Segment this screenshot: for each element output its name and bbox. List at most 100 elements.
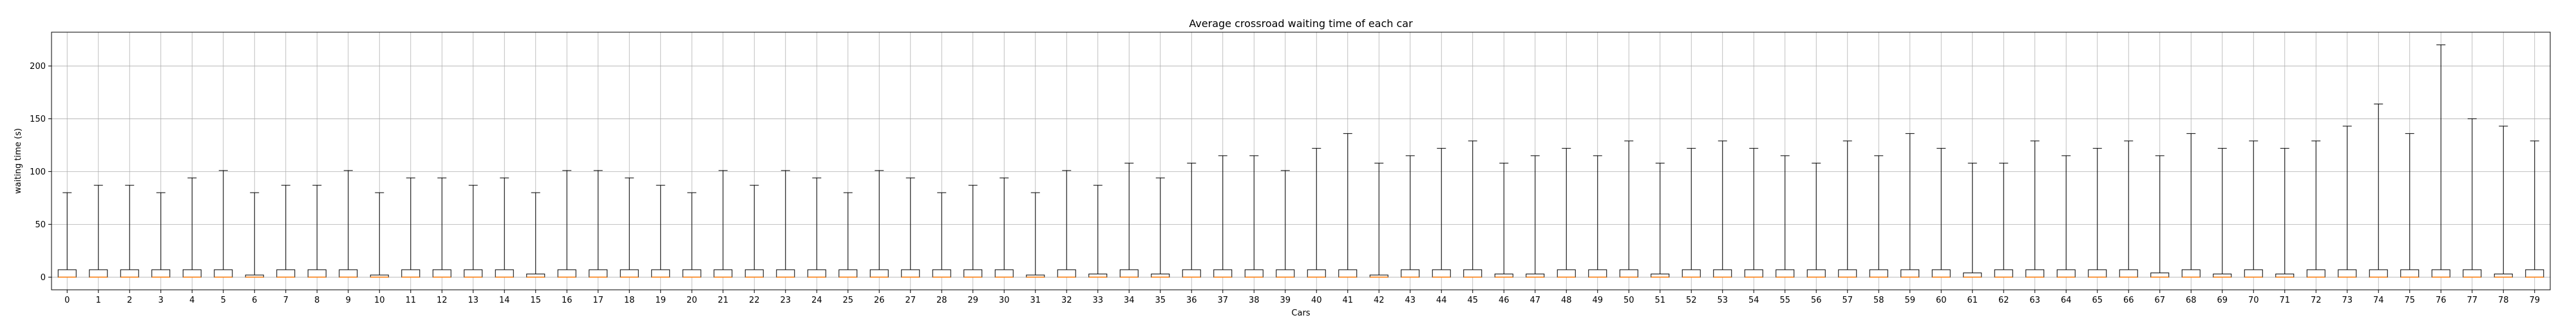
box [1744, 269, 1763, 278]
box-item [838, 192, 858, 278]
x-tick-label: 16 [562, 296, 573, 305]
box [1182, 269, 1201, 278]
box [1838, 269, 1857, 278]
box [2431, 269, 2450, 278]
x-tick-label: 21 [717, 296, 728, 305]
box [214, 269, 233, 278]
box [1806, 269, 1826, 278]
box-item [526, 192, 545, 278]
x-tick-label: 24 [811, 296, 822, 305]
box-item [1869, 155, 1888, 278]
box [1776, 269, 1795, 278]
box-item [245, 192, 264, 278]
box-item [2088, 147, 2107, 278]
box-item [1276, 170, 1295, 278]
y-tick-label: 150 [30, 115, 46, 124]
box [2306, 269, 2325, 278]
x-tick-label: 66 [2123, 296, 2134, 305]
box [1963, 272, 1982, 278]
box [1119, 269, 1139, 278]
x-tick-label: 64 [2061, 296, 2072, 305]
box [1557, 269, 1576, 278]
box-item [1651, 162, 1670, 278]
y-tick-label: 200 [30, 62, 46, 71]
box-item [182, 177, 202, 278]
chart-title: Average crossroad waiting time of each c… [1189, 17, 1413, 30]
box-item [89, 185, 108, 278]
y-tick-label: 50 [35, 220, 46, 230]
box-item [2494, 126, 2513, 278]
box [651, 269, 670, 278]
x-tick-label: 74 [2373, 296, 2384, 305]
plot-frame [51, 32, 2551, 290]
x-tick-label: 39 [1280, 296, 1291, 305]
x-tick-label: 31 [1030, 296, 1041, 305]
box-item [2400, 133, 2420, 278]
box-item [2119, 140, 2138, 278]
x-tick-label: 9 [346, 296, 351, 305]
x-tick-label: 47 [1530, 296, 1540, 305]
x-tick-label: 13 [468, 296, 478, 305]
box-item [994, 177, 1014, 278]
box-item [151, 192, 171, 278]
box [2150, 272, 2170, 278]
box [557, 269, 576, 278]
box [1619, 269, 1638, 278]
x-tick-label: 53 [1717, 296, 1728, 305]
box [307, 269, 327, 278]
box-item [2525, 140, 2544, 278]
y-axis: 0 50 100 150 200 [30, 62, 52, 283]
x-tick-label: 17 [592, 296, 603, 305]
box-item [682, 192, 701, 278]
x-tick-label: 59 [1904, 296, 1915, 305]
box-item [963, 185, 983, 278]
box-item [1713, 140, 1732, 278]
x-tick-label: 3 [158, 296, 164, 305]
box [2025, 269, 2045, 278]
box [57, 269, 77, 278]
box [589, 269, 608, 278]
box-item [276, 185, 296, 278]
box [1213, 269, 1233, 278]
box-item [57, 192, 77, 278]
x-tick-label: 34 [1124, 296, 1135, 305]
x-tick-label: 26 [874, 296, 885, 305]
x-tick-label: 38 [1249, 296, 1260, 305]
box [838, 269, 858, 278]
box [1869, 269, 1888, 278]
box [714, 269, 733, 278]
x-tick-label: 15 [530, 296, 541, 305]
box-item [1307, 147, 1326, 278]
x-tick-label: 10 [374, 296, 385, 305]
x-tick-label: 75 [2404, 296, 2415, 305]
x-tick-label: 48 [1561, 296, 1572, 305]
x-tick-label: 60 [1936, 296, 1947, 305]
box-item [1681, 147, 1701, 278]
box [151, 269, 171, 278]
x-tick-label: 4 [189, 296, 194, 305]
box-item [1619, 140, 1638, 278]
box-item [339, 170, 358, 278]
box-item [1213, 155, 1233, 278]
x-tick-label: 50 [1624, 296, 1634, 305]
box-item [120, 185, 139, 278]
x-tick-label: 42 [1374, 296, 1385, 305]
box-item [1088, 185, 1108, 278]
x-tick-label: 54 [1748, 296, 1759, 305]
box [2056, 269, 2076, 278]
box [1994, 269, 2013, 278]
x-tick-label: 61 [1967, 296, 1978, 305]
box-item [807, 177, 826, 278]
box [963, 269, 983, 278]
box [1401, 269, 1420, 278]
box-item [2369, 103, 2388, 278]
x-tick-label: 65 [2092, 296, 2103, 305]
box-item [370, 192, 389, 278]
box [620, 269, 639, 278]
box-item [901, 177, 920, 278]
x-tick-label: 58 [1873, 296, 1884, 305]
box [1338, 269, 1358, 278]
box-item [2244, 140, 2263, 278]
box-item [1806, 162, 1826, 278]
